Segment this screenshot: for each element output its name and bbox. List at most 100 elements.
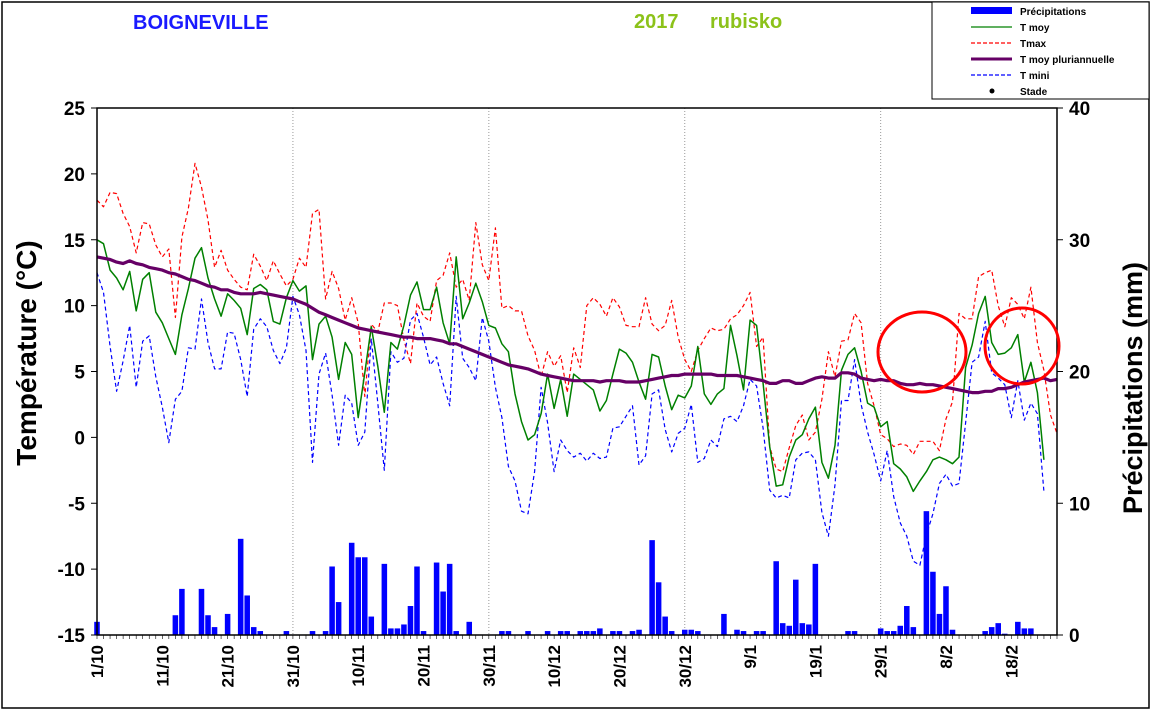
legend-label: Stade	[1020, 87, 1048, 98]
gridlines	[292, 108, 882, 635]
legend-label: Tmax	[1020, 39, 1047, 50]
precipitation-bar	[257, 631, 264, 635]
precipitation-bar	[499, 631, 505, 635]
precipitation-bar	[244, 595, 250, 635]
year-label: 2017	[634, 11, 679, 33]
precipitation-bar	[577, 631, 584, 635]
x-tick-label: 21/10	[219, 645, 238, 688]
precipitation-bar	[283, 631, 290, 635]
precipitation-bar	[1028, 628, 1034, 635]
precipitation-bar	[381, 563, 388, 635]
x-tick-label: 30/12	[676, 645, 695, 688]
precipitation-bar	[877, 628, 884, 635]
precipitation-bar	[348, 542, 355, 635]
precipitation-bar	[420, 631, 427, 635]
precipitation-bar	[995, 623, 1001, 635]
y-axis-right: 40 30 20 10 0	[1057, 99, 1090, 647]
y-left-tick-label: -15	[58, 626, 86, 647]
precipitation-bar	[407, 606, 414, 635]
precipitation-bar	[786, 625, 793, 635]
precipitation-bar	[793, 579, 799, 635]
x-tick-label: 10/11	[349, 645, 368, 687]
precipitation-bar	[760, 631, 766, 635]
precipitation-bar	[564, 631, 570, 635]
precipitation-bar	[446, 563, 453, 635]
precipitation-bar	[610, 631, 616, 635]
x-tick-label: 8/2	[937, 645, 956, 669]
x-tick-label: 30/11	[480, 645, 499, 687]
precipitation-bar	[329, 566, 335, 635]
precipitation-bar	[734, 629, 740, 635]
precipitation-bar	[988, 627, 995, 635]
legend-swatch-stade	[989, 88, 995, 94]
y-left-tick-label: 15	[64, 231, 86, 252]
precipitation-bar	[668, 631, 675, 635]
x-tick-label: 29/1	[872, 645, 891, 678]
precipitation-bar	[433, 562, 440, 635]
x-tick-label: 19/1	[806, 645, 825, 678]
y-axis-left-title: Température (°C)	[11, 240, 42, 465]
legend-box	[931, 1, 1150, 100]
precipitation-bar	[616, 631, 623, 635]
x-axis: 1/10 11/10 21/10 31/10 10/11 20/11 30/11 10/12 2…	[88, 635, 1058, 688]
precipitation-bar	[179, 588, 185, 635]
precipitation-bar	[335, 602, 342, 635]
precipitation-bar	[930, 571, 936, 635]
x-tick-label: 20/12	[610, 645, 629, 688]
precipitation-bar	[544, 631, 551, 635]
y-left-tick-label: 10	[64, 297, 85, 318]
precipitation-bar	[172, 615, 179, 635]
y-axis-left: 25 20 15 10 5 0 -5 -10 -15	[58, 99, 97, 647]
precipitation-bar	[681, 629, 688, 635]
legend-label: Précipitations	[1020, 7, 1087, 18]
x-tick-label: 11/10	[153, 645, 172, 687]
precipitation-bar	[636, 629, 642, 635]
precipitation-bar	[806, 624, 812, 635]
y-left-tick-label: 20	[64, 165, 85, 186]
precipitation-bar	[237, 538, 244, 635]
x-tick-label: 10/12	[545, 645, 564, 688]
y-right-tick-label: 0	[1069, 626, 1080, 647]
precipitation-bar	[662, 616, 668, 635]
precipitation-bar	[597, 628, 603, 635]
x-tick-label: 31/10	[284, 645, 303, 688]
precipitation-bar	[812, 563, 819, 635]
precipitation-bar	[224, 613, 231, 635]
series-line-t-moy	[96, 239, 1045, 493]
series-line-t-mini	[96, 272, 1045, 566]
y-right-tick-label: 20	[1069, 363, 1090, 384]
series-lines	[96, 162, 1058, 566]
variety-label: rubisko	[710, 11, 782, 33]
legend-label: T mini	[1020, 71, 1050, 82]
precipitation-bar	[884, 631, 890, 635]
precipitation-bar	[505, 631, 512, 635]
precipitation-bar	[845, 631, 851, 635]
precipitation-bar	[851, 631, 858, 635]
precipitation-bar	[936, 613, 943, 635]
precipitation-bar	[695, 631, 701, 635]
precipitation-bar	[590, 631, 597, 635]
precipitation-bar	[949, 629, 956, 635]
x-tick-label: 1/10	[88, 645, 107, 678]
precipitation-bar	[250, 627, 257, 635]
legend-swatch-precipitation	[971, 7, 1012, 14]
legend-label: T moy	[1020, 23, 1050, 34]
precipitation-bar	[629, 631, 636, 635]
legend: Précipitations T moy Tmax T moy pluriannuel…	[931, 1, 1150, 100]
x-tick-label: 20/11	[415, 645, 434, 687]
precipitation-bar	[401, 624, 407, 635]
precipitation-bar	[943, 586, 949, 635]
precipitation-bar	[688, 629, 695, 635]
precipitation-bar	[198, 588, 205, 635]
precipitation-bar	[388, 628, 394, 635]
precipitation-bar	[1021, 628, 1028, 635]
highlight-circles	[876, 306, 1061, 394]
highlight-circle-right	[983, 306, 1061, 386]
precipitation-bar	[897, 625, 904, 635]
precipitation-bar	[557, 631, 564, 635]
precipitation-bar	[779, 623, 786, 635]
precipitation-bar	[982, 631, 988, 635]
station-title: BOIGNEVILLE	[133, 12, 269, 34]
